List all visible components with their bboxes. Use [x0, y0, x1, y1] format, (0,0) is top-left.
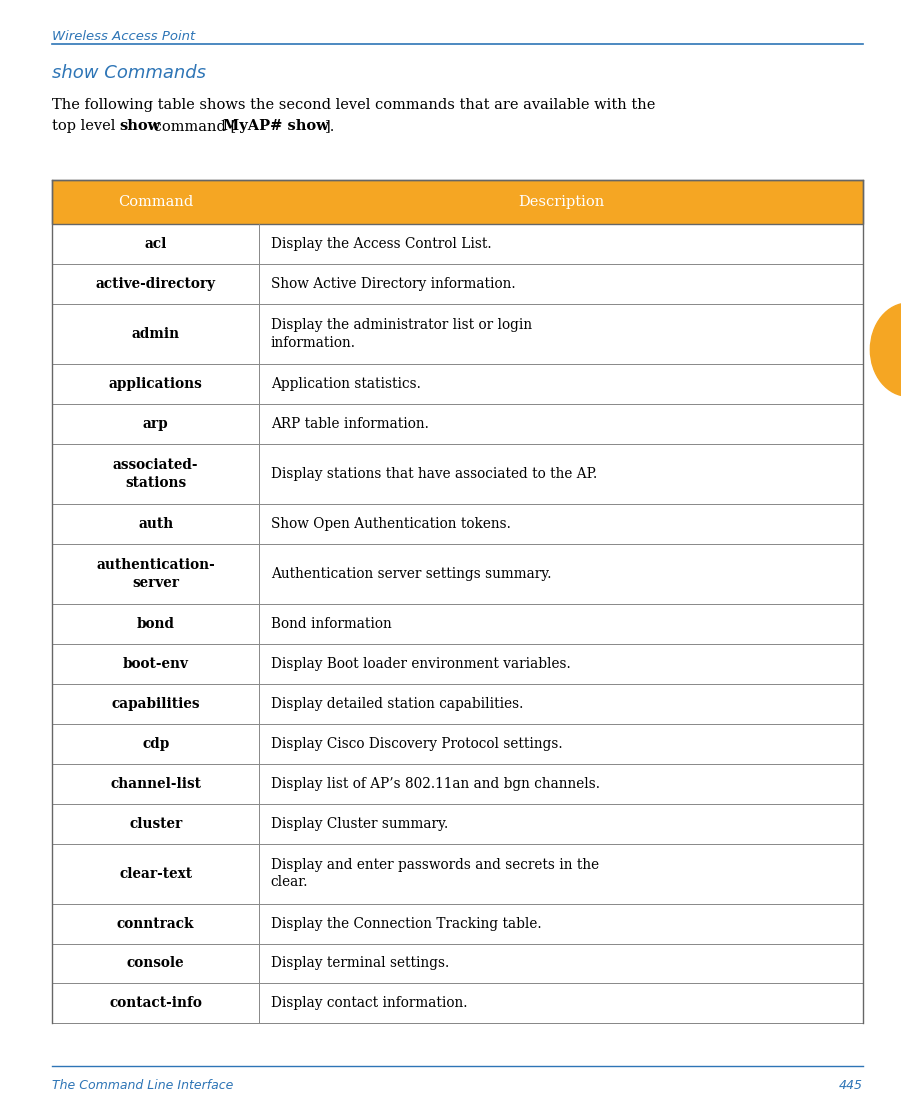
- Text: command [: command [: [149, 119, 236, 133]
- Text: auth: auth: [138, 517, 173, 531]
- Bar: [52, 944, 863, 983]
- Text: cdp: cdp: [142, 737, 169, 750]
- Text: boot-env: boot-env: [123, 657, 188, 670]
- Bar: [52, 444, 863, 504]
- Text: Display the Connection Tracking table.: Display the Connection Tracking table.: [270, 917, 542, 930]
- Text: channel-list: channel-list: [110, 777, 201, 790]
- Bar: [52, 764, 863, 804]
- Text: capabilities: capabilities: [112, 697, 200, 710]
- Text: authentication-
server: authentication- server: [96, 558, 215, 589]
- Bar: [52, 180, 863, 224]
- Text: applications: applications: [109, 377, 203, 391]
- Text: Authentication server settings summary.: Authentication server settings summary.: [270, 567, 551, 581]
- Text: bond: bond: [137, 617, 175, 630]
- Text: arp: arp: [143, 417, 168, 431]
- Text: Show Active Directory information.: Show Active Directory information.: [270, 278, 515, 291]
- Bar: [52, 904, 863, 944]
- Text: Display stations that have associated to the AP.: Display stations that have associated to…: [270, 467, 597, 481]
- Bar: [52, 644, 863, 684]
- Bar: [52, 983, 863, 1023]
- Text: clear-text: clear-text: [119, 867, 192, 880]
- Text: Display the Access Control List.: Display the Access Control List.: [270, 238, 491, 251]
- Bar: [52, 544, 863, 604]
- Bar: [52, 180, 863, 224]
- Bar: [52, 304, 863, 364]
- Text: associated-
stations: associated- stations: [113, 458, 198, 490]
- Text: Display Boot loader environment variables.: Display Boot loader environment variable…: [270, 657, 570, 670]
- Text: conntrack: conntrack: [117, 917, 195, 930]
- Text: contact-info: contact-info: [109, 997, 202, 1010]
- Text: Display terminal settings.: Display terminal settings.: [270, 957, 449, 970]
- Text: ].: ].: [325, 119, 336, 133]
- Bar: [52, 684, 863, 724]
- Text: Application statistics.: Application statistics.: [270, 377, 421, 391]
- Text: Description: Description: [518, 195, 605, 209]
- Text: Display Cisco Discovery Protocol settings.: Display Cisco Discovery Protocol setting…: [270, 737, 562, 750]
- Text: Bond information: Bond information: [270, 617, 392, 630]
- Text: Display Cluster summary.: Display Cluster summary.: [270, 817, 448, 830]
- Circle shape: [870, 303, 901, 396]
- Text: Command: Command: [118, 195, 194, 209]
- Text: show: show: [119, 119, 160, 133]
- Bar: [52, 404, 863, 444]
- Text: cluster: cluster: [129, 817, 182, 830]
- Text: Show Open Authentication tokens.: Show Open Authentication tokens.: [270, 517, 511, 531]
- Text: Display detailed station capabilities.: Display detailed station capabilities.: [270, 697, 523, 710]
- Text: show Commands: show Commands: [52, 64, 206, 82]
- Text: The Command Line Interface: The Command Line Interface: [52, 1079, 233, 1092]
- Text: MyAP# show: MyAP# show: [223, 119, 329, 133]
- Text: acl: acl: [144, 238, 167, 251]
- Bar: [52, 604, 863, 644]
- Bar: [52, 504, 863, 544]
- Text: Display the administrator list or login
information.: Display the administrator list or login …: [270, 319, 532, 350]
- Text: console: console: [127, 957, 185, 970]
- Text: active-directory: active-directory: [96, 278, 215, 291]
- Bar: [52, 364, 863, 404]
- Bar: [52, 724, 863, 764]
- Text: The following table shows the second level commands that are available with the: The following table shows the second lev…: [52, 98, 656, 112]
- Bar: [52, 224, 863, 264]
- Bar: [52, 844, 863, 904]
- Text: ARP table information.: ARP table information.: [270, 417, 429, 431]
- Text: admin: admin: [132, 327, 179, 341]
- Bar: [52, 804, 863, 844]
- Text: top level: top level: [52, 119, 120, 133]
- Text: Wireless Access Point: Wireless Access Point: [52, 30, 196, 43]
- Bar: [52, 264, 863, 304]
- Text: Display contact information.: Display contact information.: [270, 997, 468, 1010]
- Text: 445: 445: [839, 1079, 863, 1092]
- Text: Display and enter passwords and secrets in the
clear.: Display and enter passwords and secrets …: [270, 858, 599, 889]
- Text: Display list of AP’s 802.11an and bgn channels.: Display list of AP’s 802.11an and bgn ch…: [270, 777, 600, 790]
